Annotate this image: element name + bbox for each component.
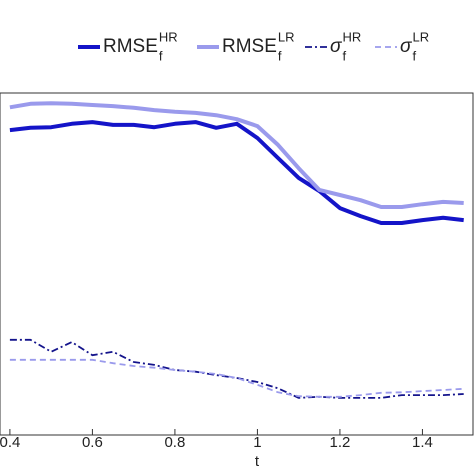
x-tick-label: 0.8 <box>164 434 185 451</box>
line-series <box>9 358 464 398</box>
legend-entry: σ f LR <box>375 29 429 63</box>
x-tick-label: 0.4 <box>0 434 20 451</box>
x-tick-label: 0.6 <box>82 434 103 451</box>
plot-frame <box>0 92 474 436</box>
legend-label: σ <box>400 36 413 57</box>
legend-subscript: f <box>412 48 416 63</box>
legend-entry: RMSE f LR <box>197 29 295 63</box>
line-series <box>9 101 464 209</box>
legend-entry: RMSE f HR <box>78 29 178 63</box>
x-tick-label: 1.4 <box>412 434 433 451</box>
x-axis-label: t <box>255 453 260 470</box>
x-tick-label: 1.2 <box>329 434 350 451</box>
legend-superscript: HR <box>159 29 178 44</box>
line-series <box>9 338 464 399</box>
legend-superscript: LR <box>278 29 295 44</box>
legend-label: RMSE <box>222 36 277 57</box>
x-tick-label: 1 <box>253 434 261 451</box>
line-series <box>9 120 464 225</box>
legend-label: σ <box>330 36 343 57</box>
legend-label: RMSE <box>103 36 158 57</box>
legend-superscript: LR <box>412 29 429 44</box>
legend-subscript: f <box>159 48 163 63</box>
legend-entry: σ f HR <box>305 29 361 63</box>
legend-superscript: HR <box>342 29 361 44</box>
legend-subscript: f <box>278 48 282 63</box>
legend-subscript: f <box>342 48 346 63</box>
